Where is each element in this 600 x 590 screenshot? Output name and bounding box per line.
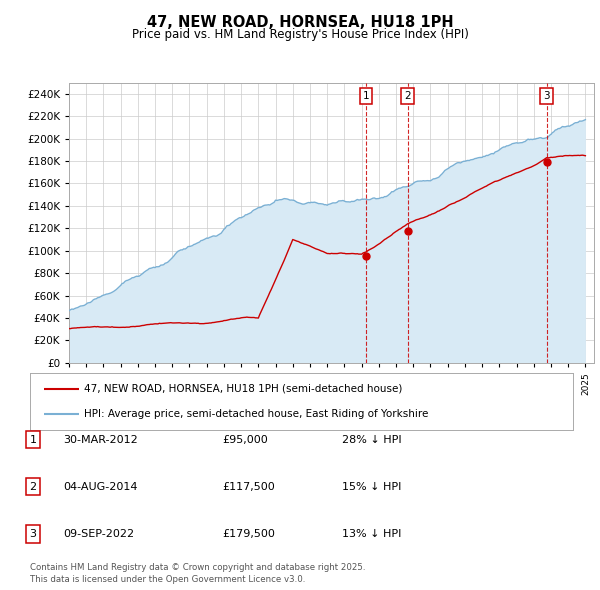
Text: 1: 1 [362,91,369,101]
Text: 30-MAR-2012: 30-MAR-2012 [63,435,138,444]
Text: 28% ↓ HPI: 28% ↓ HPI [342,435,401,444]
Text: 2: 2 [29,482,37,491]
Text: 2: 2 [404,91,411,101]
Text: 47, NEW ROAD, HORNSEA, HU18 1PH (semi-detached house): 47, NEW ROAD, HORNSEA, HU18 1PH (semi-de… [85,384,403,394]
Text: £179,500: £179,500 [222,529,275,539]
Text: Price paid vs. HM Land Registry's House Price Index (HPI): Price paid vs. HM Land Registry's House … [131,28,469,41]
Text: HPI: Average price, semi-detached house, East Riding of Yorkshire: HPI: Average price, semi-detached house,… [85,409,428,419]
Text: 09-SEP-2022: 09-SEP-2022 [63,529,134,539]
Text: £95,000: £95,000 [222,435,268,444]
Text: 13% ↓ HPI: 13% ↓ HPI [342,529,401,539]
Text: 04-AUG-2014: 04-AUG-2014 [63,482,137,491]
Text: £117,500: £117,500 [222,482,275,491]
Text: 3: 3 [29,529,37,539]
Text: 3: 3 [544,91,550,101]
Text: Contains HM Land Registry data © Crown copyright and database right 2025.
This d: Contains HM Land Registry data © Crown c… [30,563,365,584]
Text: 1: 1 [29,435,37,444]
Text: 47, NEW ROAD, HORNSEA, HU18 1PH: 47, NEW ROAD, HORNSEA, HU18 1PH [146,15,454,30]
Text: 15% ↓ HPI: 15% ↓ HPI [342,482,401,491]
